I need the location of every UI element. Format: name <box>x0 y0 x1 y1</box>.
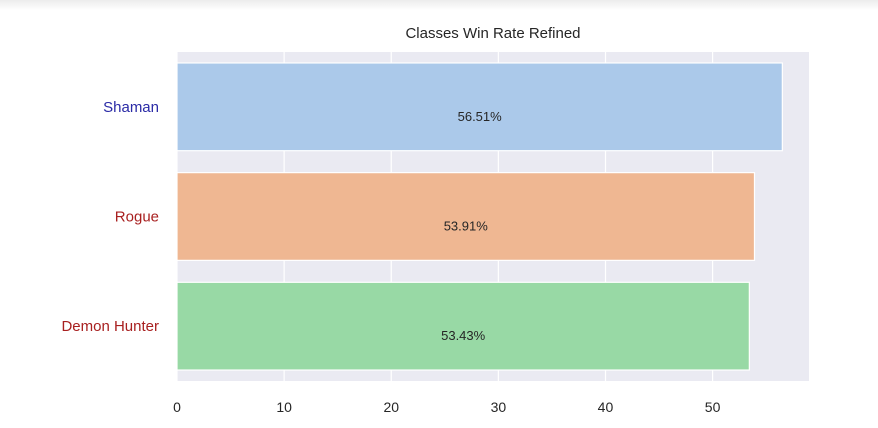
x-tick-label: 40 <box>598 399 614 415</box>
bars <box>176 62 783 371</box>
top-fade <box>0 0 878 10</box>
category-labels: Shaman Rogue Demon Hunter <box>61 99 159 335</box>
x-tick-label: 30 <box>491 399 507 415</box>
value-labels: 56.51% 53.91% 53.43% <box>441 109 502 343</box>
chart-title: Classes Win Rate Refined <box>405 25 580 42</box>
category-label: Shaman <box>103 99 159 116</box>
x-tick-label: 0 <box>173 399 181 415</box>
bar-shaman <box>176 62 783 152</box>
value-label: 53.43% <box>441 328 486 343</box>
value-label: 53.91% <box>444 219 489 234</box>
category-label: Demon Hunter <box>61 318 159 335</box>
x-tick-label: 20 <box>383 399 399 415</box>
x-tick-label: 50 <box>705 399 721 415</box>
category-label: Rogue <box>115 209 159 226</box>
bar-rogue <box>176 172 756 261</box>
x-tick-labels: 0 10 20 30 40 50 <box>173 399 720 415</box>
bar-demon-hunter <box>176 281 750 371</box>
x-tick-label: 10 <box>276 399 292 415</box>
value-label: 56.51% <box>458 109 503 124</box>
